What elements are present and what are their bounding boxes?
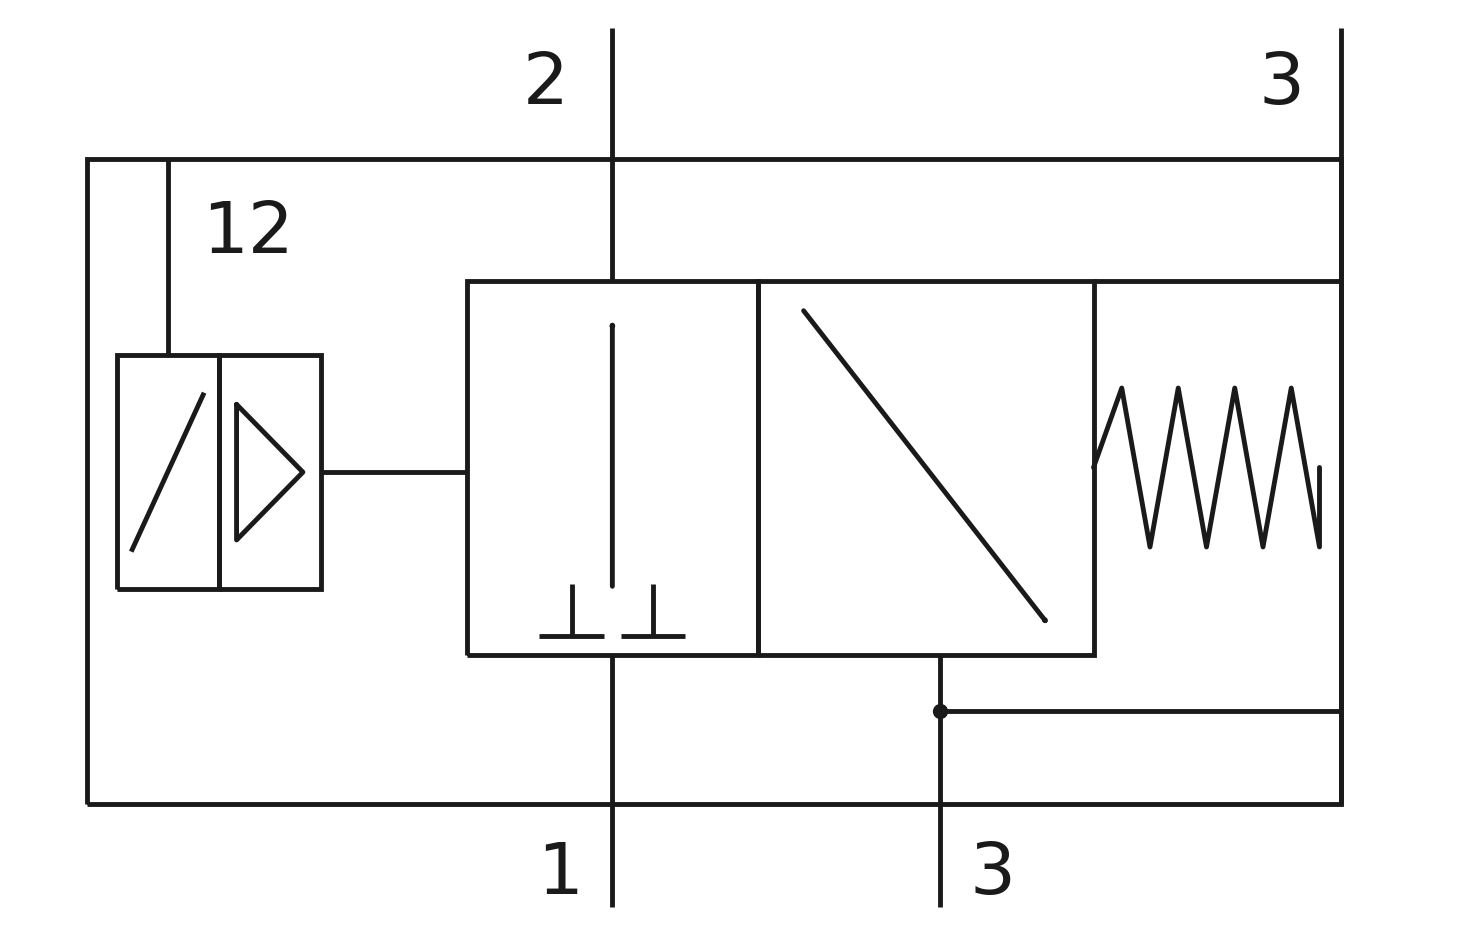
Text: 1: 1 xyxy=(538,840,583,909)
Text: 3: 3 xyxy=(970,840,1016,909)
Text: 2: 2 xyxy=(522,50,569,119)
Text: 12: 12 xyxy=(201,199,295,268)
Text: 3: 3 xyxy=(1258,50,1305,119)
